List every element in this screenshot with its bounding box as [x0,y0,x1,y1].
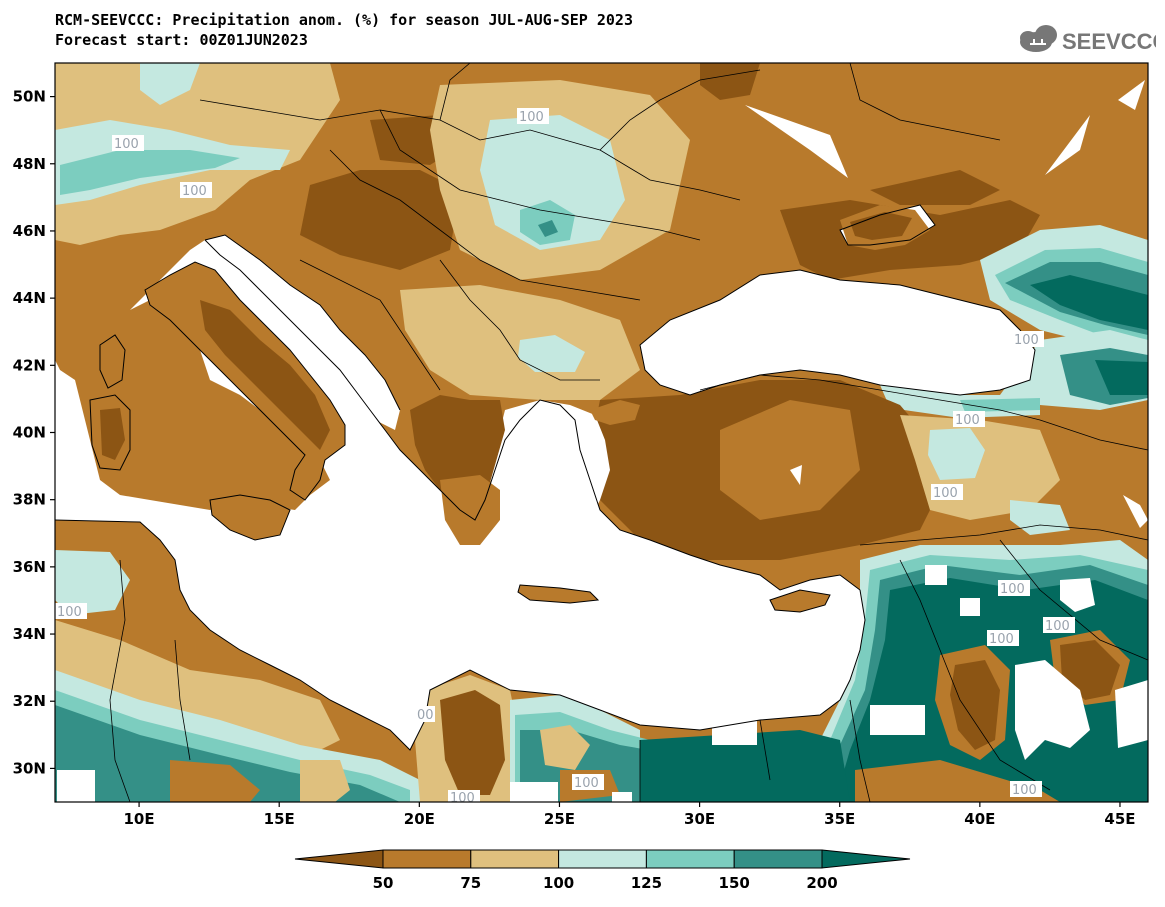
colorbar-level-label: 50 [373,874,394,892]
anomaly-region-caucasus-core [1030,275,1148,330]
lat-tick-label: 50N [13,88,46,106]
lat-tick-label: 32N [13,692,46,710]
lat-tick-label: 46N [13,222,46,240]
bosporus-land [590,400,640,425]
anomaly-region-carpathians-wet [480,115,625,250]
missing-data-patches [57,80,1148,802]
lat-tick-label: 40N [13,424,46,442]
contour-label: 100 [1045,619,1070,634]
forecast-start-label: Forecast start: 00Z01JUN2023 [55,31,308,49]
anomaly-region-sahara-dry2 [300,760,350,802]
lat-tick-label: 36N [13,558,46,576]
lon-tick-label: 30E [684,810,715,828]
lat-tick-label: 34N [13,625,46,643]
lat-tick-label: 38N [13,491,46,509]
logo-text: SEEVCCC [1062,29,1156,54]
peloponnese-land [440,475,500,545]
coastlines [55,204,1036,751]
latitude-axis: 50N 48N 46N 44N 42N 40N 38N 36N 34N 32N 30N [13,88,55,777]
cloud-icon [1020,25,1057,52]
contour-label: 100 [114,137,139,152]
anomaly-region-black-sea-coast2 [960,398,1040,412]
contour-label: 100 [450,791,475,806]
lon-tick-label: 15E [264,810,295,828]
colorbar-level-label: 125 [631,874,662,892]
lon-tick-label: 35E [824,810,855,828]
colorbar-level-label: 100 [543,874,574,892]
colorbar-segment [382,849,472,869]
colorbar-segment [294,849,384,869]
crimea-dry [850,212,912,240]
anomaly-region-georgia-core [1095,360,1148,395]
lon-tick-label: 45E [1104,810,1135,828]
anomaly-region-sahara-dry [170,760,260,802]
lon-tick-label: 10E [124,810,155,828]
lon-tick-label: 20E [404,810,435,828]
lon-tick-label: 25E [544,810,575,828]
contour-label: 100 [1012,783,1037,798]
contour-label: 100 [182,184,207,199]
anomaly-region-egypt-dry [540,725,590,770]
anomaly-region-alps-wet2 [60,150,240,195]
colorbar-level-label: 200 [806,874,837,892]
colorbar-level-label: 75 [460,874,481,892]
sicily-land [210,495,290,540]
lat-tick-label: 44N [13,289,46,307]
colorbar-segment [558,849,647,869]
colorbar-level-label: 150 [719,874,750,892]
seevccc-logo: SEEVCCC [1020,25,1156,54]
contour-label: 100 [933,486,958,501]
italy-land-dry [200,300,330,450]
sardinia-land-dry [100,408,125,460]
corsica-land [100,335,125,388]
anomaly-region-algeria-wet [55,550,130,615]
colorbar-segment [733,849,823,869]
lon-tick-label: 40E [964,810,995,828]
contour-label: 100 [1000,582,1025,597]
anomaly-region-cyrenaica-dry [440,690,505,795]
anomaly-region-libya-west [55,620,340,760]
colorbar-segment [645,849,735,869]
anomaly-region-jordan-dry [855,760,1060,802]
longitude-axis: 10E 15E 20E 25E 30E 35E 40E 45E [124,802,1136,828]
contour-label: 100 [989,632,1014,647]
anomaly-region-turkey-central [720,400,860,520]
contour-label: 100 [57,605,82,620]
anomaly-region-iraq-dry-core [1060,640,1120,700]
colorbar-segment [470,849,560,869]
anomaly-region-russia-dry [870,170,1000,205]
anomaly-region-nw-corner [140,63,200,105]
italy-land [145,262,345,500]
anomaly-region-hungary-dry [300,170,460,270]
lat-tick-label: 48N [13,155,46,173]
anomaly-region-carpathians-peak [538,220,558,237]
crete-land [518,585,598,603]
colorbar-segment [821,849,911,869]
contour-label: 00 [417,708,434,723]
lat-tick-label: 42N [13,356,46,374]
contour-label: 100 [1014,333,1039,348]
contour-label: 100 [519,110,544,125]
anomaly-region-nile-delta-core [640,730,850,802]
anomaly-region-syria-desert-core [950,660,1000,750]
lat-tick-label: 30N [13,759,46,777]
contour-label: 100 [955,413,980,428]
map-title: RCM-SEEVCCC: Precipitation anom. (%) for… [55,11,633,29]
anomaly-region-east-turkey-wet [928,428,985,480]
anomaly-region-bulgaria-wet [518,335,585,372]
map-plot-area [55,63,1148,802]
contour-labels: 100 100 100 100 100 100 100 100 100 100 … [55,108,1075,806]
contour-label: 100 [574,776,599,791]
colorbar: 50 75 100 125 150 200 [294,849,911,892]
